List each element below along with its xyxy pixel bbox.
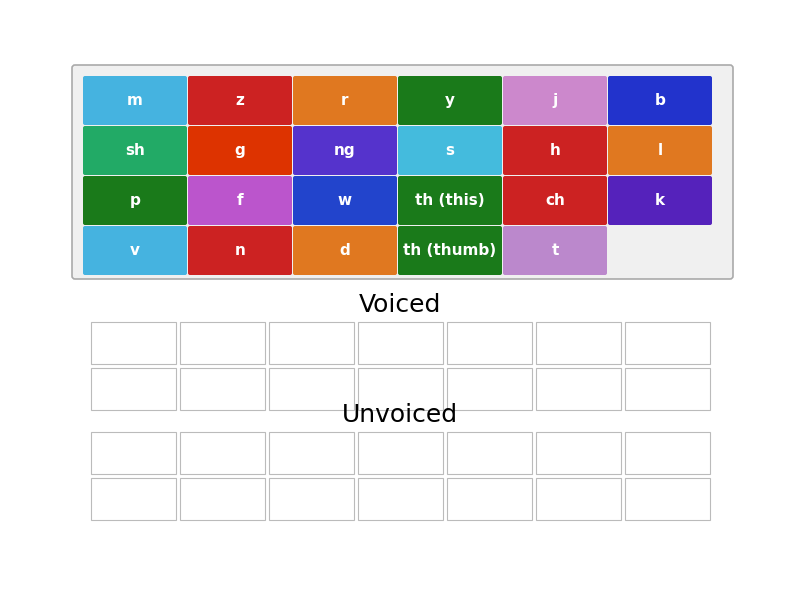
FancyBboxPatch shape — [535, 322, 621, 364]
Text: Voiced: Voiced — [359, 293, 441, 317]
FancyBboxPatch shape — [188, 126, 292, 175]
FancyBboxPatch shape — [398, 126, 502, 175]
FancyBboxPatch shape — [179, 368, 265, 410]
FancyBboxPatch shape — [358, 368, 442, 410]
Text: z: z — [235, 93, 245, 108]
FancyBboxPatch shape — [83, 76, 187, 125]
FancyBboxPatch shape — [625, 368, 710, 410]
Text: n: n — [234, 243, 246, 258]
FancyBboxPatch shape — [608, 76, 712, 125]
FancyBboxPatch shape — [72, 65, 733, 279]
Text: l: l — [658, 143, 662, 158]
FancyBboxPatch shape — [188, 226, 292, 275]
Text: Unvoiced: Unvoiced — [342, 403, 458, 427]
FancyBboxPatch shape — [293, 176, 397, 225]
FancyBboxPatch shape — [90, 368, 175, 410]
Text: j: j — [552, 93, 558, 108]
Text: th (this): th (this) — [415, 193, 485, 208]
FancyBboxPatch shape — [293, 226, 397, 275]
FancyBboxPatch shape — [179, 478, 265, 520]
Text: g: g — [234, 143, 246, 158]
FancyBboxPatch shape — [625, 432, 710, 474]
FancyBboxPatch shape — [358, 322, 442, 364]
FancyBboxPatch shape — [83, 176, 187, 225]
FancyBboxPatch shape — [358, 432, 442, 474]
Text: f: f — [237, 193, 243, 208]
Text: w: w — [338, 193, 352, 208]
FancyBboxPatch shape — [446, 368, 531, 410]
Text: sh: sh — [125, 143, 145, 158]
FancyBboxPatch shape — [398, 226, 502, 275]
FancyBboxPatch shape — [535, 432, 621, 474]
FancyBboxPatch shape — [83, 226, 187, 275]
FancyBboxPatch shape — [625, 322, 710, 364]
FancyBboxPatch shape — [293, 126, 397, 175]
FancyBboxPatch shape — [269, 478, 354, 520]
Text: b: b — [654, 93, 666, 108]
FancyBboxPatch shape — [446, 432, 531, 474]
Text: p: p — [130, 193, 141, 208]
Text: r: r — [342, 93, 349, 108]
FancyBboxPatch shape — [269, 322, 354, 364]
Text: t: t — [551, 243, 558, 258]
FancyBboxPatch shape — [625, 478, 710, 520]
FancyBboxPatch shape — [188, 76, 292, 125]
FancyBboxPatch shape — [503, 176, 607, 225]
FancyBboxPatch shape — [179, 322, 265, 364]
Text: h: h — [550, 143, 561, 158]
Text: th (thumb): th (thumb) — [403, 243, 497, 258]
Text: s: s — [446, 143, 454, 158]
FancyBboxPatch shape — [503, 126, 607, 175]
FancyBboxPatch shape — [503, 76, 607, 125]
Text: ng: ng — [334, 143, 356, 158]
FancyBboxPatch shape — [503, 226, 607, 275]
FancyBboxPatch shape — [90, 322, 175, 364]
FancyBboxPatch shape — [535, 478, 621, 520]
Text: ch: ch — [545, 193, 565, 208]
FancyBboxPatch shape — [398, 76, 502, 125]
FancyBboxPatch shape — [358, 478, 442, 520]
FancyBboxPatch shape — [446, 322, 531, 364]
FancyBboxPatch shape — [83, 126, 187, 175]
FancyBboxPatch shape — [293, 76, 397, 125]
FancyBboxPatch shape — [188, 176, 292, 225]
Text: k: k — [655, 193, 665, 208]
Text: d: d — [340, 243, 350, 258]
Text: m: m — [127, 93, 143, 108]
FancyBboxPatch shape — [90, 478, 175, 520]
FancyBboxPatch shape — [608, 126, 712, 175]
FancyBboxPatch shape — [269, 432, 354, 474]
Text: v: v — [130, 243, 140, 258]
FancyBboxPatch shape — [608, 176, 712, 225]
Text: y: y — [445, 93, 455, 108]
FancyBboxPatch shape — [179, 432, 265, 474]
FancyBboxPatch shape — [535, 368, 621, 410]
FancyBboxPatch shape — [446, 478, 531, 520]
FancyBboxPatch shape — [398, 176, 502, 225]
FancyBboxPatch shape — [90, 432, 175, 474]
FancyBboxPatch shape — [269, 368, 354, 410]
